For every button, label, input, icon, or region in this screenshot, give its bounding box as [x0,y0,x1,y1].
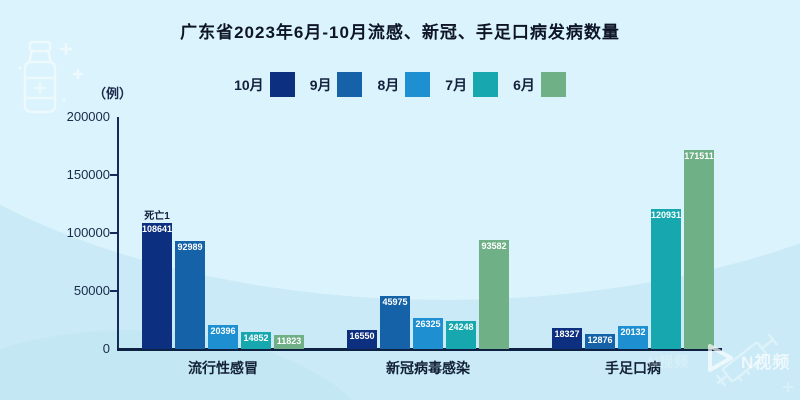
bar-6月-手足口病: 171511 [684,150,714,349]
y-tick-mark [110,232,117,234]
x-axis-baseline [117,348,722,351]
legend-swatch [337,72,363,97]
bar-6月-流行性感冒: 11823 [274,335,304,349]
legend-label: 10月 [234,76,264,93]
legend: 10月 9月 8月 7月 6月 [0,72,800,97]
bar-9月-新冠病毒感染: 45975 [380,296,410,349]
bar-annotation: 死亡1 [144,211,170,222]
legend-label: 9月 [309,76,332,93]
bar-9月-手足口病: 12876 [585,334,615,349]
play-logo-icon [708,344,733,372]
bar-value-label: 20396 [210,326,236,336]
bar-value-label: 16550 [349,331,375,341]
bar-7月-手足口病: 120931 [651,209,681,349]
bar-10月-新冠病毒感染: 16550 [347,330,377,349]
legend-swatch [269,72,295,97]
legend-swatch [540,72,566,97]
legend-item-7月: 7月 [445,72,499,97]
bar-8月-流行性感冒: 20396 [208,325,238,349]
watermark-brand: N视频 [741,353,791,372]
bar-value-label: 45975 [382,297,408,307]
legend-item-6月: 6月 [513,72,566,97]
watermark-brand-faint: N视频 [648,354,690,370]
bar-7月-流行性感冒: 14852 [241,332,271,349]
bar-value-label: 26325 [415,319,441,329]
y-tick-mark [110,290,117,292]
bar-value-label: 18327 [554,329,580,339]
category-label-手足口病: 手足口病 [605,360,661,376]
legend-item-10月: 10月 [234,72,295,97]
bar-6月-新冠病毒感染: 93582 [479,240,509,349]
bar-8月-新冠病毒感染: 26325 [413,318,443,349]
category-label-新冠病毒感染: 新冠病毒感染 [386,360,470,376]
bar-7月-新冠病毒感染: 24248 [446,321,476,349]
chart-title: 广东省2023年6月-10月流感、新冠、手足口病发病数量 [180,23,620,42]
bar-value-label: 20132 [620,327,646,337]
y-tick-label: 150000 [66,167,110,182]
bar-value-label: 14852 [243,333,269,343]
bar-value-label: 12876 [587,335,613,345]
legend-label: 7月 [445,76,468,93]
legend-swatch [405,72,431,97]
bar-value-label: 92989 [177,242,203,252]
bar-value-label: 11823 [276,336,302,346]
y-tick-label: 100000 [66,225,110,240]
y-tick-label: 50000 [73,283,110,298]
y-tick-label: 200000 [66,109,110,124]
bar-9月-流行性感冒: 92989 [175,241,205,349]
bar-value-label: 24248 [448,322,474,332]
bar-10月-手足口病: 18327 [552,328,582,349]
legend-label: 6月 [513,76,535,93]
bar-value-label: 108641 [141,224,173,234]
legend-item-9月: 9月 [310,72,363,97]
bar-value-label: 120931 [650,210,682,220]
legend-swatch [473,72,499,97]
y-axis-unit-label: （例） [93,86,133,101]
bar-8月-手足口病: 20132 [618,326,648,349]
y-tick-label: 0 [102,341,110,356]
bar-value-label: 93582 [481,241,507,251]
y-tick-mark [110,174,117,176]
category-label-流行性感冒: 流行性感冒 [188,360,258,376]
legend-item-8月: 8月 [377,72,431,97]
legend-label: 8月 [377,76,400,93]
bar-10月-流行性感冒: 108641 [142,223,172,349]
y-axis-line [117,117,119,350]
bar-value-label: 171511 [684,151,714,161]
